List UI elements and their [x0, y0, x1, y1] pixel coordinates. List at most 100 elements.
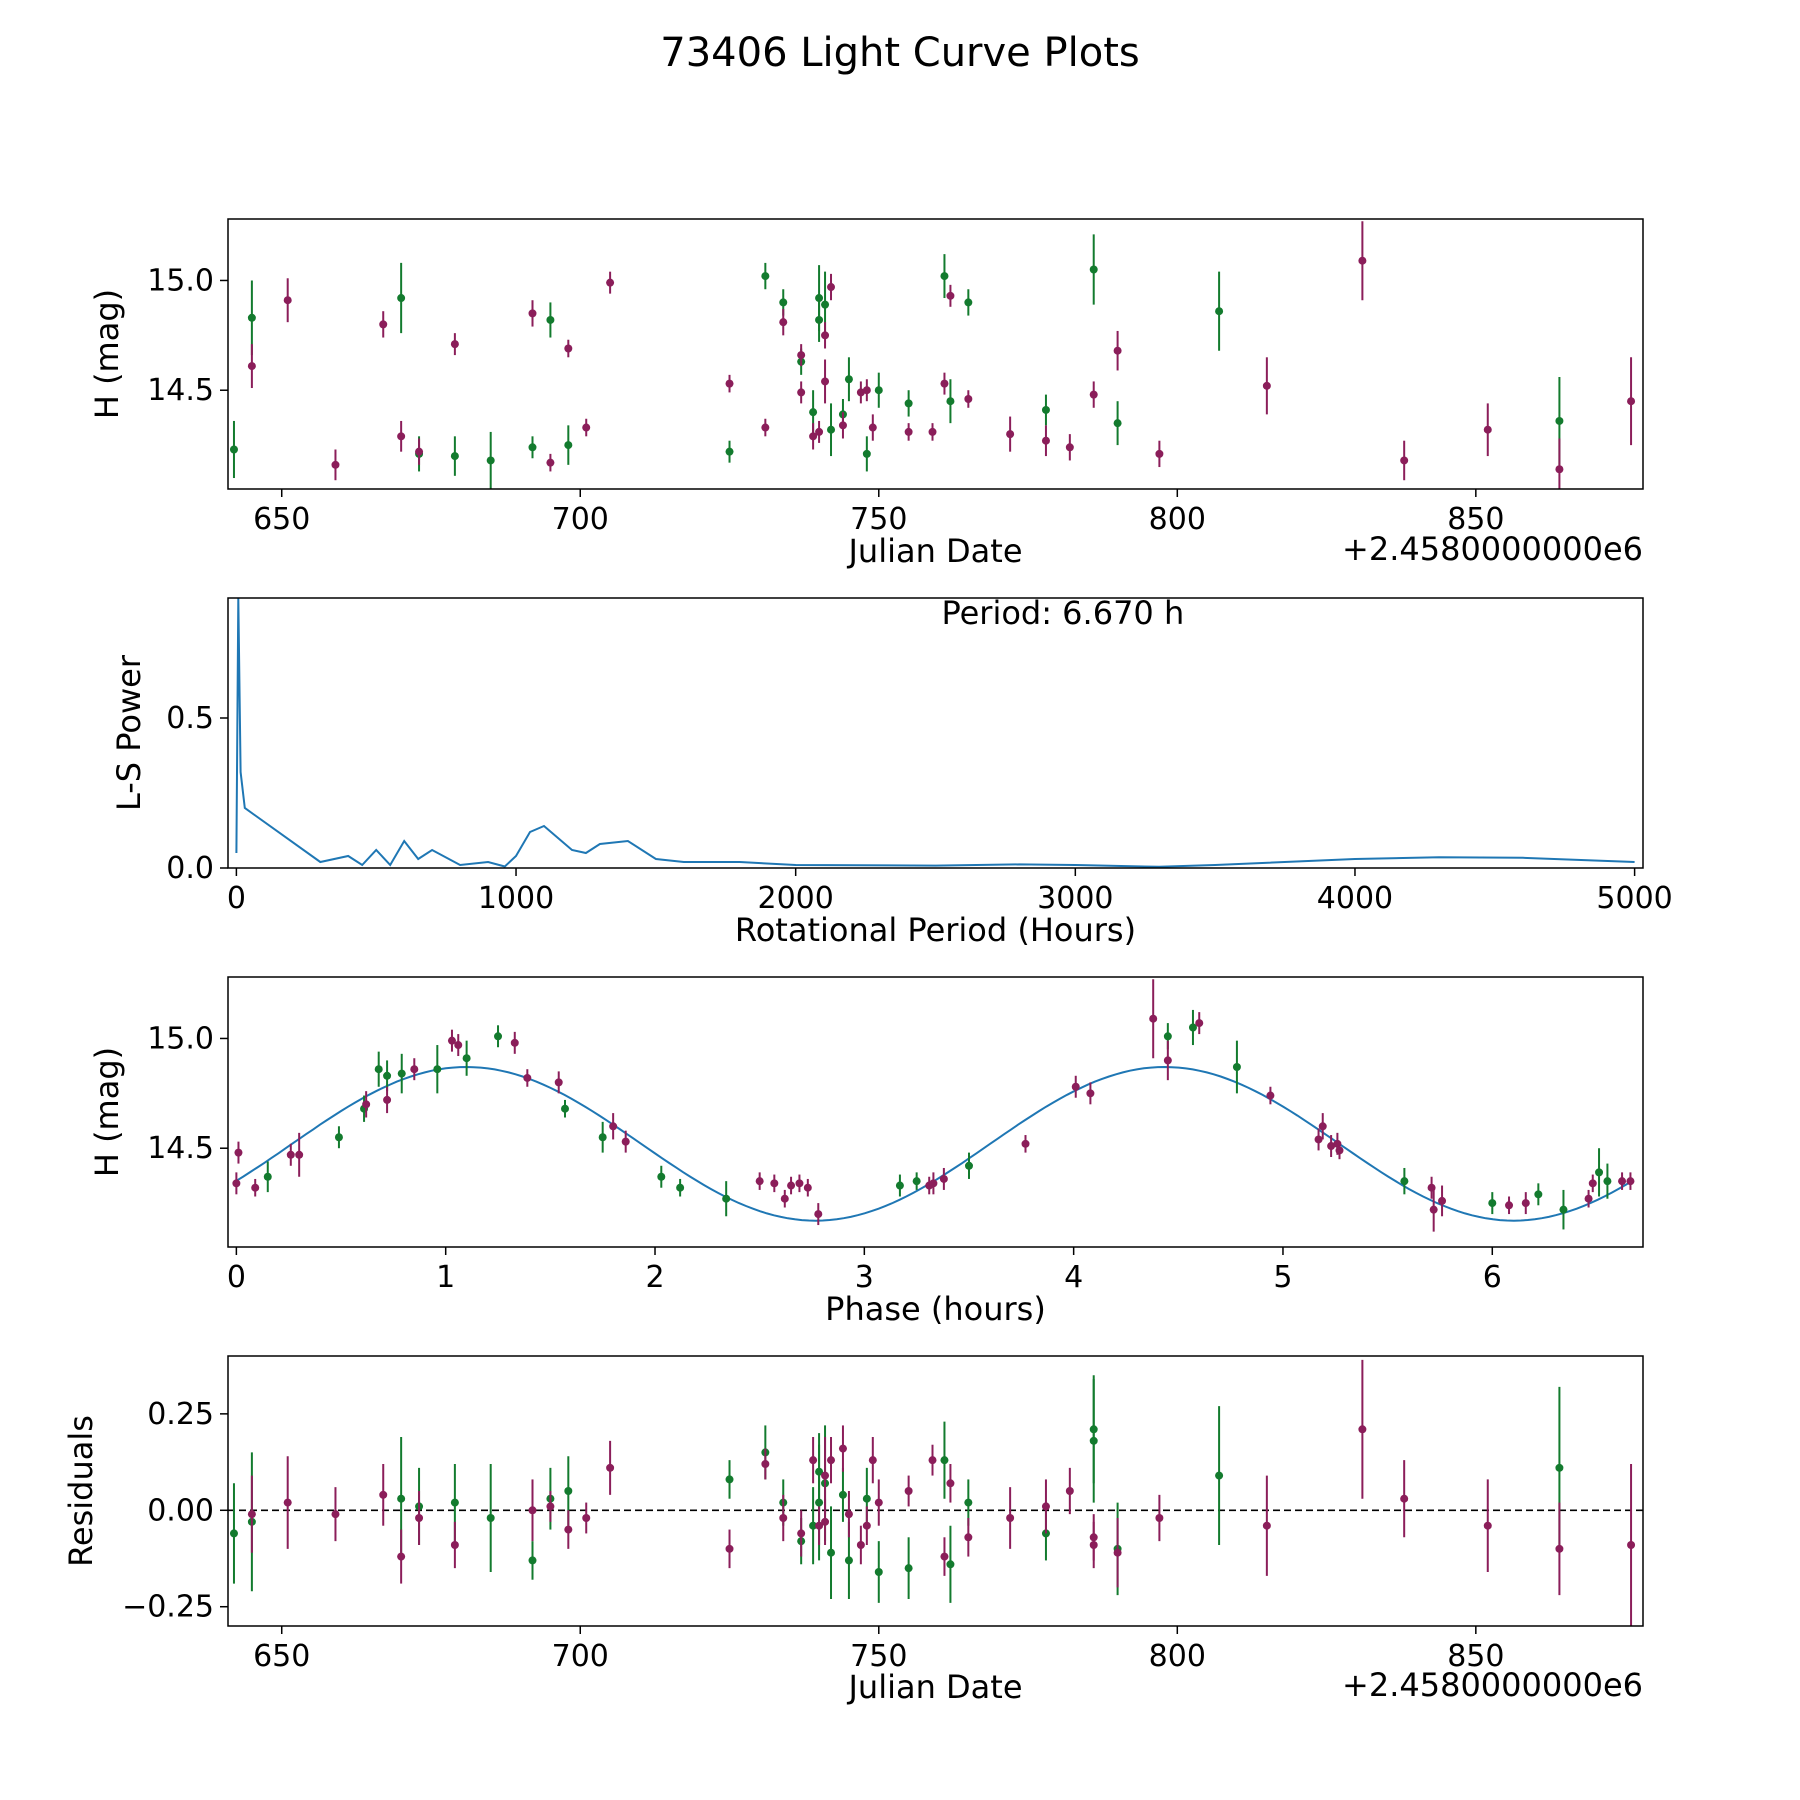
model-curve	[235, 1065, 1634, 1222]
data-point-r	[809, 432, 818, 441]
data-point-g	[676, 1183, 685, 1192]
x-tick-label: 1	[436, 1260, 455, 1295]
data-point-r	[1262, 1521, 1271, 1530]
data-point-r	[827, 283, 836, 292]
data-point-g	[725, 1475, 734, 1484]
x-tick-label: 800	[1149, 502, 1206, 537]
data-point-r	[286, 1150, 295, 1159]
data-point-r	[1483, 425, 1492, 434]
x-offset-text: +2.4580000000e6	[1342, 1666, 1643, 1704]
data-point-r	[838, 1444, 847, 1453]
data-point-r	[450, 1541, 459, 1549]
data-point-r	[1318, 1122, 1327, 1131]
data-point-g	[946, 1560, 955, 1569]
x-tick-label: 650	[253, 1639, 310, 1674]
data-point-r	[1627, 1541, 1636, 1549]
x-tick-label: 800	[1149, 1639, 1206, 1674]
data-point-r	[815, 1521, 824, 1530]
data-point-g	[528, 443, 537, 452]
data-point-g	[809, 1521, 818, 1530]
data-point-r	[454, 1041, 463, 1050]
y-axis-label: H (mag)	[88, 1047, 126, 1177]
plot-area	[232, 979, 1635, 1232]
plot-area	[229, 221, 1636, 489]
data-point-r	[940, 379, 949, 388]
data-point-r	[554, 1078, 563, 1087]
y-tick-label: 15.0	[147, 1021, 214, 1056]
data-point-r	[821, 377, 830, 386]
data-point-r	[1521, 1199, 1530, 1208]
data-point-r	[1555, 1544, 1564, 1553]
data-point-g	[1603, 1177, 1612, 1186]
data-point-r	[251, 1183, 260, 1192]
data-point-r	[827, 1456, 836, 1465]
x-tick-label: 3000	[1037, 881, 1113, 916]
period-annotation: Period: 6.670 h	[941, 594, 1184, 632]
data-point-r	[868, 423, 877, 432]
y-axis-label: H (mag)	[88, 289, 126, 419]
y-tick-label: 0.5	[166, 701, 214, 736]
data-point-g	[725, 447, 734, 456]
data-point-g	[247, 313, 256, 322]
data-point-g	[1555, 1463, 1564, 1472]
data-point-r	[874, 1498, 883, 1507]
data-point-r	[1065, 443, 1074, 452]
data-point-g	[1089, 1425, 1098, 1434]
data-point-r	[1089, 390, 1098, 399]
data-point-g	[374, 1065, 383, 1074]
data-point-g	[904, 1564, 913, 1573]
data-point-r	[1071, 1082, 1080, 1091]
data-point-g	[1215, 307, 1224, 316]
data-point-r	[606, 278, 615, 287]
data-point-r	[283, 296, 292, 305]
data-point-r	[1505, 1201, 1514, 1210]
data-point-r	[821, 1471, 830, 1480]
data-point-r	[1626, 1177, 1635, 1186]
y-tick-label: 0.25	[147, 1397, 214, 1432]
data-point-r	[844, 1510, 853, 1519]
data-point-r	[939, 1174, 948, 1183]
data-point-r	[797, 1529, 806, 1538]
x-tick-label: 6	[1483, 1260, 1502, 1295]
data-point-r	[946, 291, 955, 300]
y-axis-label: L-S Power	[110, 654, 148, 811]
data-point-g	[874, 1568, 883, 1576]
data-point-r	[725, 379, 734, 388]
data-point-r	[582, 1514, 591, 1522]
data-point-r	[1065, 1487, 1074, 1495]
data-point-r	[232, 1179, 241, 1188]
data-point-r	[1041, 436, 1050, 445]
data-point-r	[1262, 381, 1271, 390]
data-point-g	[564, 441, 573, 450]
data-point-g	[815, 294, 824, 303]
data-point-g	[964, 1498, 973, 1507]
data-point-r	[295, 1150, 304, 1159]
data-point-g	[1232, 1063, 1241, 1071]
data-point-r	[964, 1533, 973, 1542]
series-line-power	[235, 598, 1635, 868]
y-tick-label: −0.25	[122, 1590, 214, 1625]
data-point-g	[397, 294, 406, 303]
data-point-r	[862, 386, 871, 395]
data-point-r	[1006, 430, 1015, 439]
data-point-r	[779, 1514, 788, 1522]
data-point-g	[827, 425, 836, 434]
data-point-r	[868, 1456, 877, 1465]
data-point-r	[415, 447, 424, 456]
panel-periodogram: 0 1000 2000 3000 4000 5000 0.0 0.5 Rotational Pe…	[110, 594, 1673, 949]
data-point-r	[582, 423, 591, 432]
data-point-r	[1438, 1196, 1447, 1205]
data-point-g	[383, 1071, 392, 1080]
data-point-g	[462, 1054, 471, 1063]
data-point-g	[940, 272, 949, 281]
y-tick-label: 0.00	[147, 1493, 214, 1528]
data-point-g	[263, 1172, 272, 1181]
data-point-g	[1534, 1190, 1543, 1199]
x-tick-label: 3	[855, 1260, 874, 1295]
figure-title: 73406 Light Curve Plots	[660, 30, 1139, 76]
x-tick-label: 2	[645, 1260, 664, 1295]
data-point-r	[929, 1179, 938, 1188]
x-tick-label: 0	[227, 881, 246, 916]
data-point-r	[1588, 1179, 1597, 1188]
data-point-r	[1113, 1548, 1122, 1557]
